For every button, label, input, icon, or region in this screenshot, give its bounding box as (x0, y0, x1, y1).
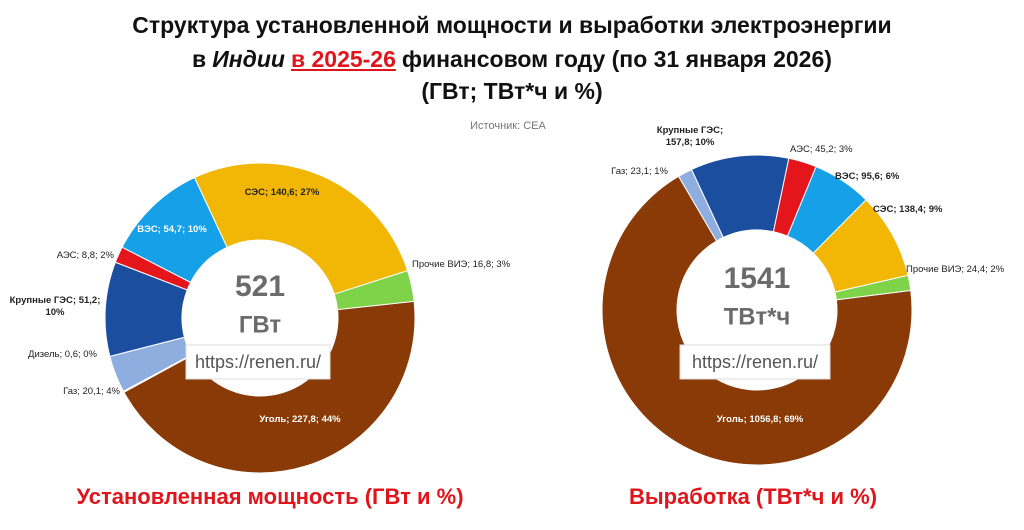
watermark: https://renen.ru/ (692, 352, 818, 372)
title-line: Структура установленной мощности и выраб… (0, 12, 1024, 39)
caption: Установленная мощность (ГВт и %) (76, 484, 464, 509)
caption: Выработка (ТВт*ч и %) (628, 484, 878, 509)
data-label: АЭС; 8,8; 2% (56, 250, 114, 261)
data-label: Крупные ГЭС; 157,8; 10% (656, 125, 724, 148)
data-label: ВЭС; 95,6; 6% (835, 171, 900, 182)
slice (601, 175, 913, 466)
watermark-box (185, 344, 331, 380)
slice (121, 176, 228, 284)
data-label: СЭС; 138,4; 9% (873, 204, 943, 215)
title-line: (ГВт; ТВт*ч и %) (0, 78, 1024, 105)
title-text: финансовом году (по 31 января 2026) (401, 46, 832, 72)
center-value: 1541 (724, 262, 791, 295)
center-unit: ТВт*ч (724, 303, 791, 330)
title-text: Структура установленной мощности и выраб… (132, 12, 892, 38)
data-label: Прочие ВИЭ; 24,4; 2% (906, 264, 1005, 275)
center-unit: ГВт (239, 311, 282, 338)
title-text: в (192, 46, 207, 72)
watermark: https://renen.ru/ (195, 352, 321, 372)
data-label: ВЭС; 54,7; 10% (137, 224, 207, 235)
source: Источник: CEA (470, 120, 546, 132)
title-line: в Индии в 2025-26 финансовом году (по 31 ян… (0, 46, 1024, 73)
title-italic: Индии (212, 46, 285, 72)
data-label: АЭС; 45,2; 3% (790, 144, 853, 155)
title-text: (ГВт; ТВт*ч и %) (421, 78, 603, 104)
slice (677, 168, 724, 242)
center-value: 521 (235, 270, 285, 303)
data-label: Прочие ВИЭ; 16,8; 3% (412, 259, 511, 270)
data-label: Газ; 20,1; 4% (63, 386, 120, 397)
watermark-box (679, 344, 831, 380)
data-label: Крупные ГЭС; 51,2; 10% (9, 295, 101, 318)
data-label: Дизель; 0,6; 0% (28, 349, 97, 360)
data-label: Уголь; 227,8; 44% (259, 414, 341, 425)
data-label: Уголь; 1056,8; 69% (716, 414, 804, 425)
slice (193, 162, 409, 295)
data-label: Газ; 23,1; 1% (611, 166, 668, 177)
data-label: СЭС; 140,6; 27% (244, 187, 320, 198)
title-highlight: в 2025-26 (290, 46, 396, 72)
